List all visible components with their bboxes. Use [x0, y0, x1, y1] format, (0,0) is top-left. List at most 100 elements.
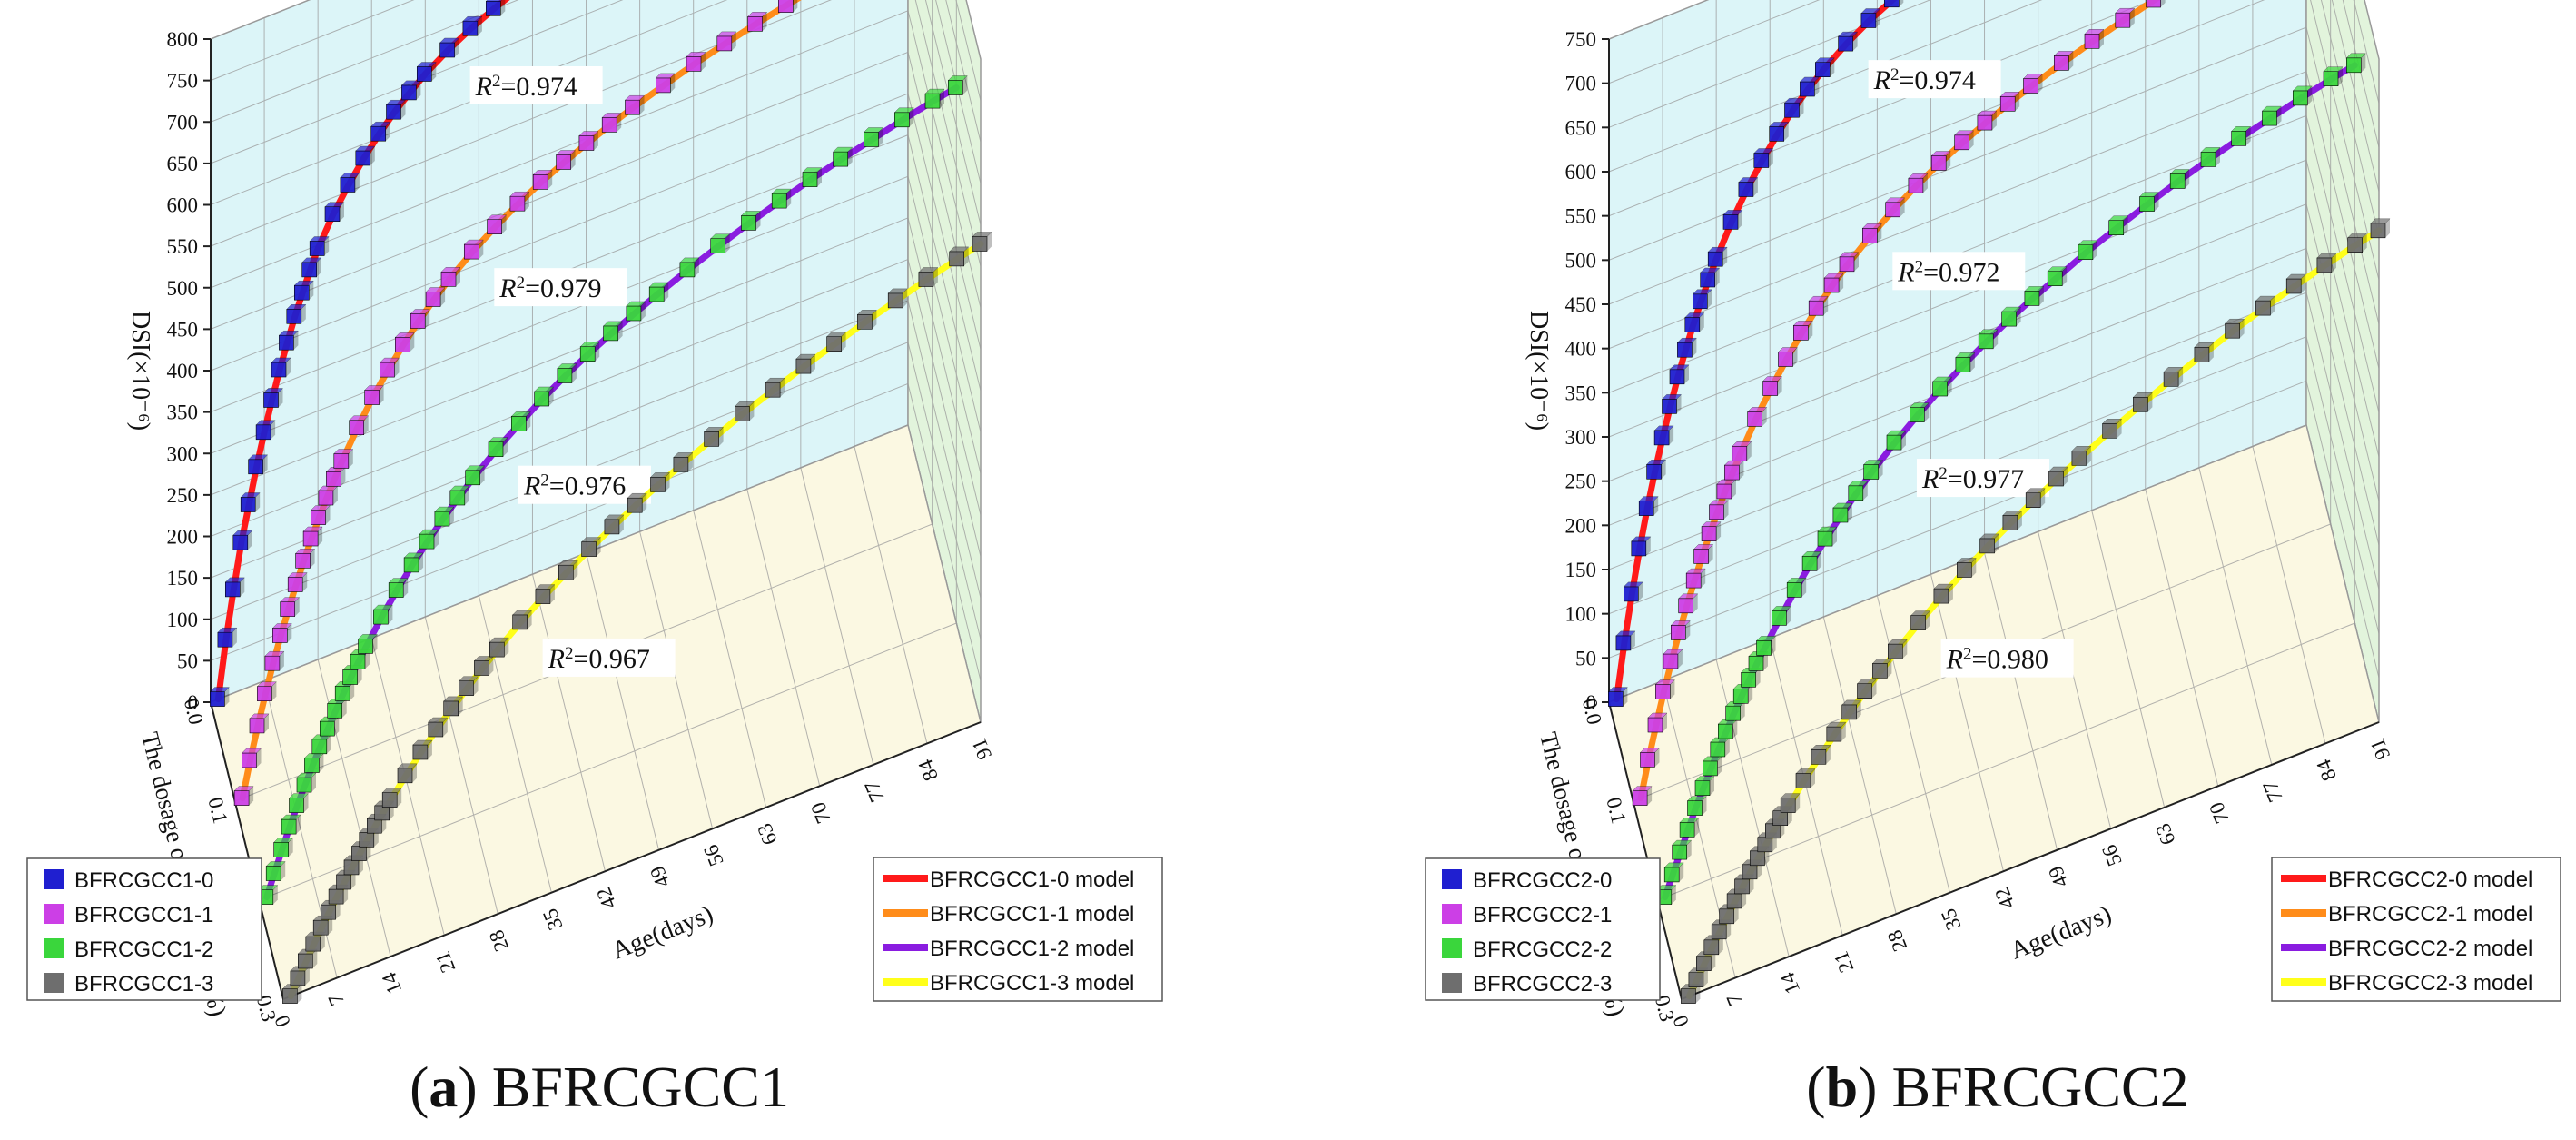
r2-symbol: R	[548, 644, 565, 674]
data-point-face	[311, 739, 328, 755]
data-point-side	[687, 452, 693, 472]
r2-superscript: 2	[517, 273, 526, 292]
legend-model-text: BFRCGCC2-0 model	[2328, 867, 2532, 892]
data-point-side	[718, 427, 724, 447]
data-point-side	[1703, 967, 1708, 987]
data-point-side	[324, 236, 330, 256]
data-point-face	[864, 132, 879, 147]
data-point	[336, 869, 356, 890]
grid-line-x-floor	[907, 424, 982, 723]
data-point-side	[2123, 215, 2128, 235]
data-point-side	[1711, 951, 1716, 971]
data-point-face	[282, 988, 298, 1004]
data-point-face	[1757, 837, 1773, 853]
data-point-top	[747, 12, 768, 17]
data-point-face	[242, 752, 257, 768]
z-tick-label: 300	[1565, 426, 1597, 449]
data-point-top	[626, 301, 646, 307]
data-point	[311, 734, 332, 755]
data-point-top	[2047, 266, 2068, 272]
data-point-face	[1710, 741, 1726, 758]
data-point-face	[2139, 196, 2155, 212]
data-point-top	[248, 454, 269, 460]
data-point-side	[456, 267, 460, 287]
data-point	[604, 514, 625, 535]
data-point-top	[1663, 862, 1684, 868]
data-point	[400, 80, 421, 101]
data-point-side	[2208, 342, 2214, 362]
data-point	[473, 656, 494, 676]
data-point-top	[509, 191, 530, 197]
data-point-side	[1946, 151, 1951, 171]
data-point-side	[416, 80, 421, 100]
data-point-top	[410, 309, 430, 314]
data-point-side	[1847, 503, 1852, 522]
legend-marker-label: BFRCGCC2-0	[1473, 868, 1612, 893]
z-tick-label-text: 350	[167, 401, 199, 424]
data-point-side	[1839, 273, 1844, 292]
data-point-top	[278, 331, 299, 336]
r2-symbol: R	[1946, 645, 1963, 675]
data-point	[440, 267, 461, 287]
data-point-face	[887, 292, 903, 309]
data-point	[625, 94, 645, 115]
grid-line-x-floor	[2038, 531, 2112, 829]
data-point-side	[573, 560, 578, 580]
data-point-top	[302, 526, 323, 532]
r2-label: R2=0.980	[1946, 644, 2048, 675]
data-point-side	[962, 75, 968, 95]
legend-model-label: BFRCGCC2-2 model	[2328, 937, 2532, 961]
data-point	[281, 814, 301, 835]
data-point-side	[1738, 210, 1742, 230]
data-point	[2169, 169, 2190, 189]
data-point	[1823, 273, 1844, 293]
data-point-side	[1693, 593, 1698, 613]
data-point	[1792, 321, 1813, 341]
data-point	[340, 173, 360, 193]
data-point-face	[1724, 464, 1740, 481]
data-point	[1693, 544, 1714, 564]
legend-marker-swatch	[44, 904, 64, 924]
data-point-side	[334, 717, 340, 737]
data-point	[263, 388, 283, 408]
z-tick-label-text: 300	[167, 442, 199, 465]
data-point-side	[2117, 419, 2122, 439]
data-point-face	[2169, 173, 2186, 189]
data-point-top	[1631, 536, 1652, 542]
data-point-face	[1615, 635, 1632, 651]
data-point-top	[397, 763, 418, 768]
data-point-top	[581, 537, 602, 542]
data-point	[512, 610, 533, 630]
data-point	[2115, 8, 2136, 28]
data-point-side	[2362, 233, 2367, 253]
data-point-face	[1784, 102, 1800, 118]
data-point-face	[1688, 972, 1704, 987]
data-point	[1817, 526, 1838, 547]
data-point-face	[1701, 526, 1717, 541]
data-point-face	[771, 193, 787, 209]
r2-label: R2=0.974	[1873, 65, 1976, 96]
z-tick-label: 700	[167, 111, 199, 134]
z-tick-label-text: 800	[167, 28, 199, 51]
data-point-face	[1726, 893, 1742, 909]
r2-symbol: R	[475, 72, 492, 102]
legend-marker-label: BFRCGCC2-2	[1473, 937, 1612, 962]
data-point	[2345, 53, 2366, 74]
legend-marker-label: BFRCGCC1-2	[74, 937, 213, 962]
data-point-face	[1839, 256, 1855, 273]
data-point-top	[1738, 177, 1759, 183]
data-point	[802, 167, 823, 187]
data-point	[1932, 376, 1953, 397]
data-point	[1811, 745, 1831, 765]
data-point-side	[2017, 511, 2022, 530]
data-point-top	[2347, 233, 2368, 238]
data-point-top	[380, 357, 400, 363]
data-point-side	[548, 170, 553, 190]
grid-line-x-floor	[2198, 467, 2273, 766]
data-point-top	[1672, 839, 1693, 846]
legend-model-label: BFRCGCC1-2 model	[930, 937, 1134, 961]
data-point-top	[428, 717, 449, 723]
data-point-face	[795, 358, 812, 374]
data-point	[325, 467, 346, 487]
